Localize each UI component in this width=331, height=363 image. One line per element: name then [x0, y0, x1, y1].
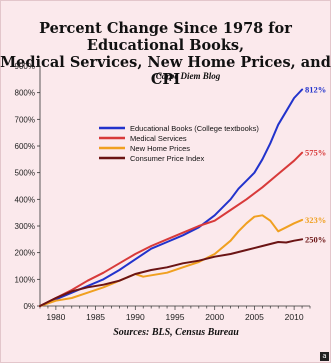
y-tick-label: 200%	[15, 249, 35, 258]
x-tick-label: 2010	[285, 312, 304, 322]
x-tick-label: 1995	[166, 312, 185, 322]
x-tick-label: 2005	[245, 312, 264, 322]
chart-title: Percent Change Since 1978 for Educationa…	[0, 20, 331, 88]
chart-title-line-2: Medical Services, New Home Prices, and C…	[0, 54, 331, 88]
y-tick-label: 100%	[15, 275, 35, 284]
legend-label: Educational Books (College textbooks)	[130, 124, 259, 133]
y-tick-label: 900%	[15, 62, 35, 71]
x-tick-label: 1985	[86, 312, 105, 322]
y-tick-label: 400%	[15, 195, 35, 204]
x-tick-label: 2000	[205, 312, 224, 322]
legend-label: Consumer Price Index	[130, 154, 204, 163]
legend-label: New Home Prices	[130, 144, 190, 153]
y-tick-label: 500%	[15, 169, 35, 178]
series-line-3	[39, 238, 304, 307]
y-tick-label: 600%	[15, 142, 35, 151]
chart-subtitle: Carpe Diem Blog	[156, 71, 221, 81]
series-end-label: 323%	[305, 215, 326, 225]
y-tick-label: 800%	[15, 89, 35, 98]
series-line-1	[39, 151, 304, 307]
y-tick-label: 700%	[15, 115, 35, 124]
chart-title-line-1: Percent Change Since 1978 for Educationa…	[39, 20, 292, 54]
series-end-label: 250%	[305, 234, 326, 244]
legend-label: Medical Services	[130, 134, 187, 143]
corner-logo-icon: a	[320, 352, 329, 361]
series-line-0	[39, 88, 304, 307]
y-tick-label: 300%	[15, 222, 35, 231]
y-tick-label: 0%	[23, 302, 35, 311]
x-tick-label: 1980	[46, 312, 65, 322]
series-line-2	[39, 214, 304, 307]
x-tick-label: 1990	[126, 312, 145, 322]
series-end-label: 812%	[305, 84, 326, 94]
series-end-label: 575%	[305, 148, 326, 158]
chart-source: Sources: BLS, Census Bureau	[113, 327, 239, 338]
